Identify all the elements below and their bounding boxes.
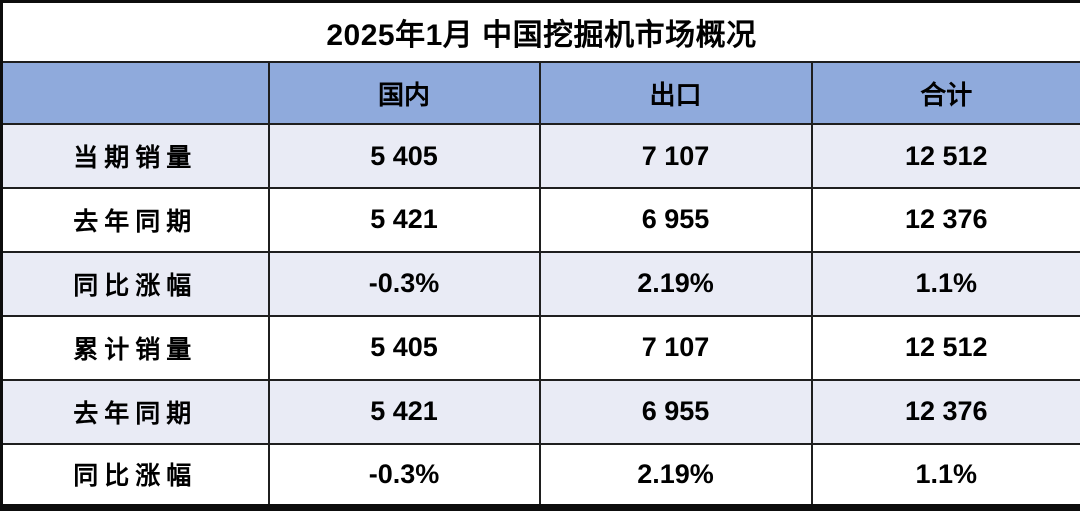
cell-total: 12 376 [810, 378, 1080, 445]
row-label: 累计销量 [0, 314, 270, 381]
cell-total: 12 512 [810, 123, 1080, 190]
header-cell-domestic: 国内 [267, 61, 541, 126]
cell-export: 7 107 [538, 314, 813, 381]
table-row-cumulative-sales: 累计销量 5 405 7 107 12 512 [0, 314, 1080, 381]
table-header-row: 国内 出口 合计 [0, 61, 1080, 126]
row-label: 去年同期 [0, 378, 270, 445]
table-row-current-sales: 当期销量 5 405 7 107 12 512 [0, 123, 1080, 190]
header-cell-total: 合计 [810, 61, 1080, 126]
table-row-cumulative-yoy-change: 同比涨幅 -0.3% 2.19% 1.1% [0, 442, 1080, 509]
cell-domestic: 5 405 [267, 123, 541, 190]
cell-domestic: -0.3% [267, 442, 541, 509]
cell-domestic: 5 405 [267, 314, 541, 381]
table-row-cumulative-last-year: 去年同期 5 421 6 955 12 376 [0, 378, 1080, 445]
row-label: 去年同期 [0, 187, 270, 253]
cell-total: 1.1% [810, 250, 1080, 317]
header-cell-export: 出口 [538, 61, 813, 126]
cell-export: 7 107 [538, 123, 813, 190]
row-label: 当期销量 [0, 123, 270, 190]
table-title: 2025年1月 中国挖掘机市场概况 [0, 0, 1080, 64]
table-row-yoy-change: 同比涨幅 -0.3% 2.19% 1.1% [0, 250, 1080, 317]
cell-export: 6 955 [538, 378, 813, 445]
cell-domestic: 5 421 [267, 378, 541, 445]
cell-domestic: -0.3% [267, 250, 541, 317]
cell-export: 2.19% [538, 442, 813, 509]
cell-total: 1.1% [810, 442, 1080, 509]
table-row-last-year: 去年同期 5 421 6 955 12 376 [0, 187, 1080, 253]
table-title-row: 2025年1月 中国挖掘机市场概况 [0, 0, 1080, 64]
row-label: 同比涨幅 [0, 250, 270, 317]
cell-total: 12 376 [810, 187, 1080, 253]
cell-total: 12 512 [810, 314, 1080, 381]
cell-export: 2.19% [538, 250, 813, 317]
row-label: 同比涨幅 [0, 442, 270, 509]
cell-domestic: 5 421 [267, 187, 541, 253]
header-cell-empty [0, 61, 270, 126]
cell-export: 6 955 [538, 187, 813, 253]
